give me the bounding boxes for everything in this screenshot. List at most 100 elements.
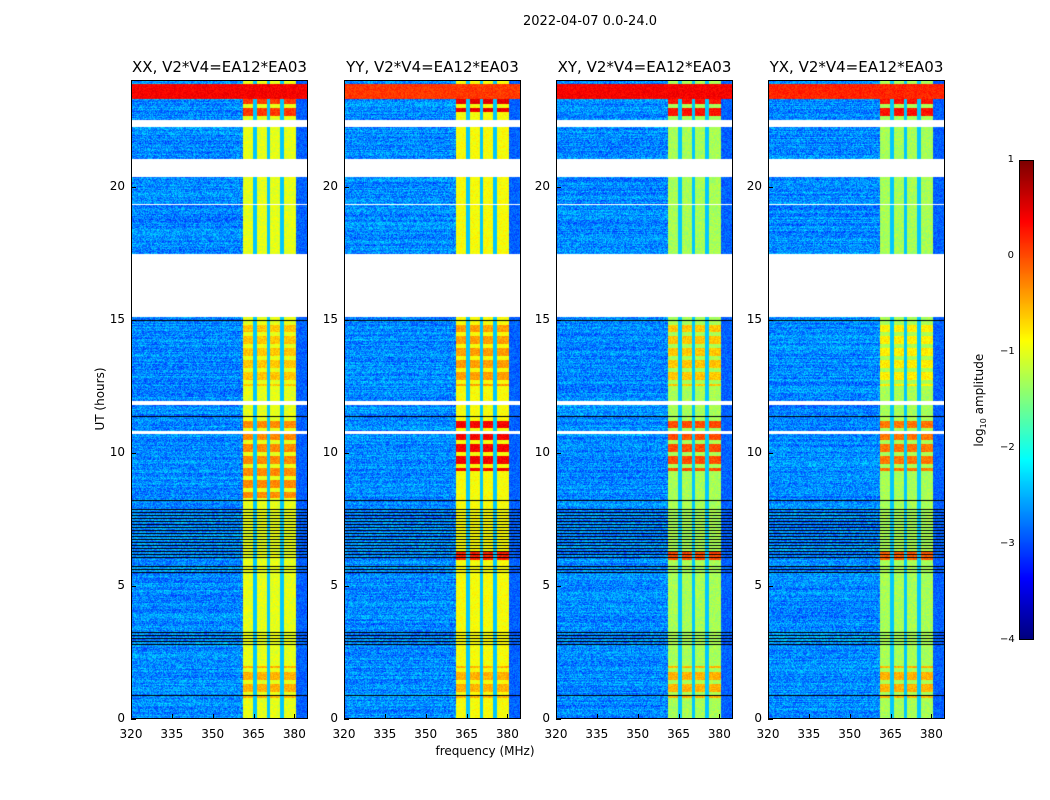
- x-tick-mark: [425, 714, 427, 719]
- x-tick-label: 350: [838, 727, 862, 741]
- x-tick-label: 335: [160, 727, 184, 741]
- panel-title: XX, V2*V4=EA12*EA03: [132, 58, 307, 76]
- heatmap-image: [556, 80, 733, 719]
- y-tick-label: 0: [754, 711, 762, 725]
- y-tick-mark: [131, 186, 136, 188]
- colorbar-tick-label: −4: [1000, 634, 1015, 645]
- y-tick-mark: [556, 452, 561, 454]
- y-tick-mark: [344, 452, 349, 454]
- x-tick-label: 365: [667, 727, 690, 741]
- y-tick-mark: [344, 186, 349, 188]
- y-tick-label: 15: [322, 311, 338, 326]
- x-tick-mark: [890, 714, 892, 719]
- x-tick-label: 320: [544, 727, 568, 741]
- y-tick-label: 10: [322, 444, 338, 459]
- x-tick-label: 320: [756, 727, 780, 741]
- x-tick-label: 350: [201, 727, 225, 741]
- panel-title: YY, V2*V4=EA12*EA03: [346, 58, 519, 76]
- x-tick-label: 380: [495, 727, 519, 741]
- y-tick-label: 15: [109, 311, 125, 326]
- y-tick-label: 15: [534, 311, 550, 326]
- heatmap-image: [344, 80, 521, 719]
- x-tick-mark: [637, 714, 639, 719]
- panel-yy: YY, V2*V4=EA12*EA03 320 335 350 365 380 0 5 10 15…: [323, 58, 521, 741]
- x-tick-mark: [719, 714, 721, 719]
- colorbar-tick-label: 1: [1007, 154, 1014, 165]
- y-tick-label: 5: [754, 577, 762, 592]
- panel-title: XY, V2*V4=EA12*EA03: [557, 58, 732, 76]
- y-tick-label: 15: [746, 311, 762, 326]
- y-tick-label: 5: [542, 577, 550, 592]
- x-tick-mark: [596, 714, 598, 719]
- colorbar-label-amplitude: amplitude: [971, 353, 986, 419]
- x-tick-mark: [253, 714, 255, 719]
- y-tick-label: 20: [534, 178, 550, 193]
- y-tick-mark: [131, 319, 136, 321]
- x-tick-label: 335: [797, 727, 821, 741]
- y-tick-mark: [131, 719, 136, 720]
- x-tick-label: 350: [414, 727, 438, 741]
- figure-title: 2022-04-07 0.0-24.0: [523, 14, 657, 29]
- colorbar-tick-label: −1: [1000, 346, 1015, 357]
- axes-frame: [344, 80, 521, 719]
- colorbar-label: log10 amplitude: [972, 345, 988, 455]
- x-tick-mark: [384, 714, 386, 719]
- panel-yx: YX, V2*V4=EA12*EA03 320 335 350 365 380 0 5 10 15…: [747, 58, 945, 741]
- colorbar: [1019, 160, 1034, 640]
- x-tick-label: 365: [879, 727, 902, 741]
- colorbar-label-log: log: [971, 428, 986, 447]
- y-tick-label: 0: [117, 711, 125, 725]
- x-tick-mark: [808, 714, 810, 719]
- panel-xx: XX, V2*V4=EA12*EA03 320 335 350 365 380 0 5 10 15…: [110, 58, 308, 741]
- x-tick-label: 380: [282, 727, 306, 741]
- y-tick-mark: [131, 452, 136, 454]
- y-tick-label: 10: [534, 444, 550, 459]
- axes-frame: [131, 80, 308, 719]
- x-tick-mark: [294, 714, 296, 719]
- y-tick-mark: [768, 186, 773, 188]
- y-tick-label: 5: [330, 577, 338, 592]
- axes-frame: [556, 80, 733, 719]
- heatmap-image: [768, 80, 945, 719]
- axes-frame: [768, 80, 945, 719]
- y-tick-mark: [344, 585, 349, 587]
- x-tick-label: 320: [119, 727, 143, 741]
- y-tick-mark: [768, 585, 773, 587]
- y-tick-mark: [344, 719, 349, 720]
- x-tick-label: 365: [242, 727, 265, 741]
- y-tick-mark: [768, 719, 773, 720]
- y-tick-mark: [768, 319, 773, 321]
- y-tick-label: 5: [117, 577, 125, 592]
- y-tick-label: 0: [542, 711, 550, 725]
- x-tick-mark: [212, 714, 214, 719]
- y-tick-label: 20: [746, 178, 762, 193]
- x-tick-label: 335: [585, 727, 609, 741]
- x-tick-mark: [131, 714, 132, 719]
- x-tick-label: 335: [373, 727, 397, 741]
- colorbar-tick-label: 0: [1007, 250, 1014, 261]
- y-tick-mark: [556, 585, 561, 587]
- x-tick-mark: [768, 714, 769, 719]
- colorbar-tick-label: −3: [1000, 538, 1015, 549]
- x-tick-mark: [466, 714, 468, 719]
- colorbar-tick-label: −2: [1000, 442, 1015, 453]
- y-axis-label: UT (hours): [93, 367, 107, 431]
- x-tick-mark: [556, 714, 557, 719]
- y-tick-label: 10: [109, 444, 125, 459]
- x-tick-mark: [507, 714, 509, 719]
- panel-xy: XY, V2*V4=EA12*EA03 320 335 350 365 380 0 5 10 15…: [535, 58, 733, 741]
- x-tick-mark: [931, 714, 933, 719]
- x-tick-mark: [678, 714, 680, 719]
- x-tick-mark: [849, 714, 851, 719]
- y-tick-mark: [344, 319, 349, 321]
- x-tick-label: 380: [707, 727, 731, 741]
- x-tick-label: 350: [626, 727, 650, 741]
- y-tick-label: 20: [109, 178, 125, 193]
- x-tick-mark: [171, 714, 173, 719]
- heatmap-image: [131, 80, 308, 719]
- y-tick-label: 20: [322, 178, 338, 193]
- x-tick-label: 365: [455, 727, 478, 741]
- y-tick-label: 0: [330, 711, 338, 725]
- x-tick-label: 380: [919, 727, 943, 741]
- x-tick-mark: [344, 714, 345, 719]
